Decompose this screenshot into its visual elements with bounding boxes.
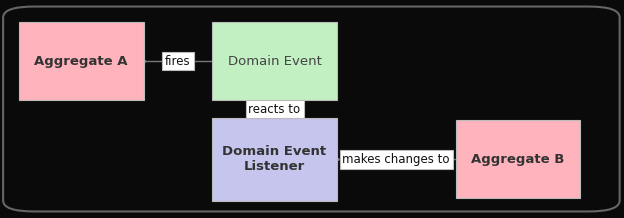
Text: fires: fires <box>165 54 191 68</box>
Text: reacts to: reacts to <box>248 102 301 116</box>
Text: Aggregate A: Aggregate A <box>34 54 128 68</box>
FancyBboxPatch shape <box>212 118 337 201</box>
FancyBboxPatch shape <box>3 7 620 211</box>
Text: Domain Event: Domain Event <box>228 54 321 68</box>
Text: Aggregate B: Aggregate B <box>471 153 565 166</box>
FancyBboxPatch shape <box>212 22 337 100</box>
Text: Domain Event
Listener: Domain Event Listener <box>223 145 326 173</box>
Text: makes changes to: makes changes to <box>343 153 450 166</box>
FancyBboxPatch shape <box>19 22 144 100</box>
FancyBboxPatch shape <box>456 120 580 198</box>
